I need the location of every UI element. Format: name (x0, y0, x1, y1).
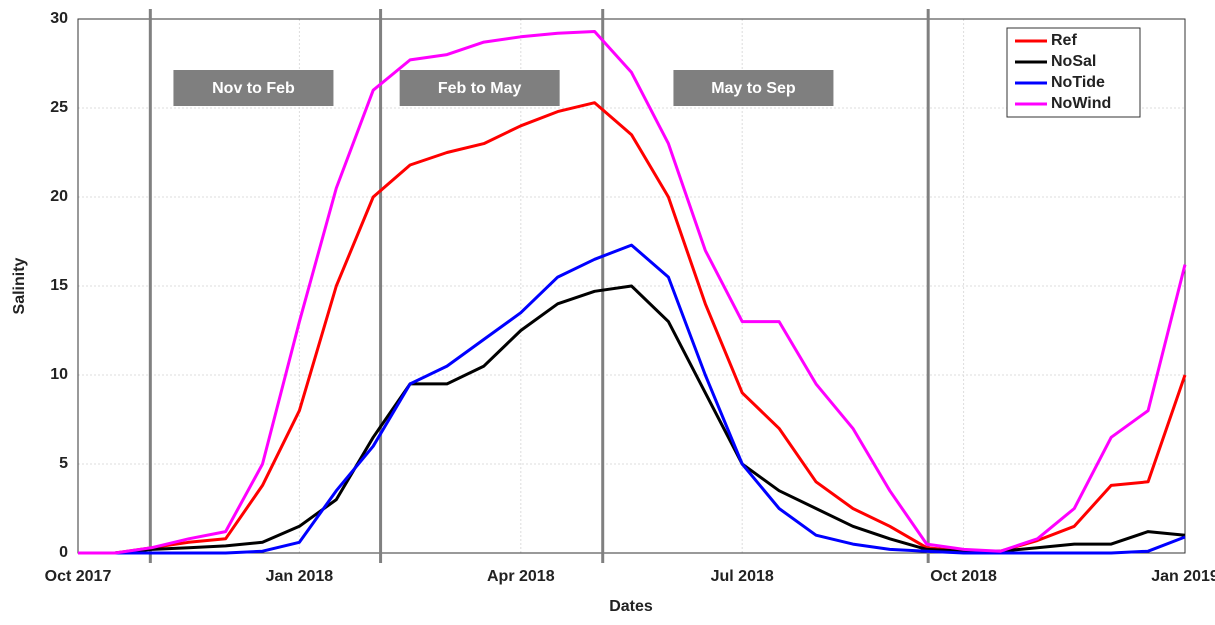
y-tick-label: 30 (50, 10, 68, 27)
series-line (78, 101, 1187, 555)
period-box (173, 70, 334, 106)
legend-label: NoTide (1051, 74, 1105, 91)
period-box (673, 70, 834, 106)
legend-label: NoWind (1051, 95, 1111, 112)
legend-box (1006, 27, 1141, 118)
x-axis-label: Dates (609, 598, 653, 615)
period-label: Nov to Feb (212, 80, 295, 97)
y-axis-label: Salinity (11, 257, 28, 314)
y-tick-label: 0 (59, 544, 68, 561)
legend-label: NoSal (1051, 53, 1096, 70)
legend-label: Ref (1051, 32, 1077, 49)
y-tick-label: 15 (50, 277, 68, 294)
y-tick-label: 20 (50, 188, 68, 205)
x-tick-label: Oct 2017 (45, 568, 112, 585)
x-tick-label: Apr 2018 (487, 568, 555, 585)
plot-frame (77, 18, 1186, 554)
series-line (78, 243, 1186, 555)
x-tick-label: Jan 2018 (266, 568, 334, 585)
period-label: May to Sep (711, 80, 796, 97)
x-tick-label: Jan 2019 (1151, 568, 1215, 585)
y-tick-label: 10 (50, 366, 68, 383)
series-line (78, 30, 1187, 555)
y-tick-label: 5 (59, 455, 68, 472)
period-box (399, 70, 560, 106)
period-label: Feb to May (438, 80, 522, 97)
x-tick-label: Jul 2018 (711, 568, 774, 585)
x-tick-label: Oct 2018 (930, 568, 997, 585)
y-tick-label: 25 (50, 99, 68, 116)
